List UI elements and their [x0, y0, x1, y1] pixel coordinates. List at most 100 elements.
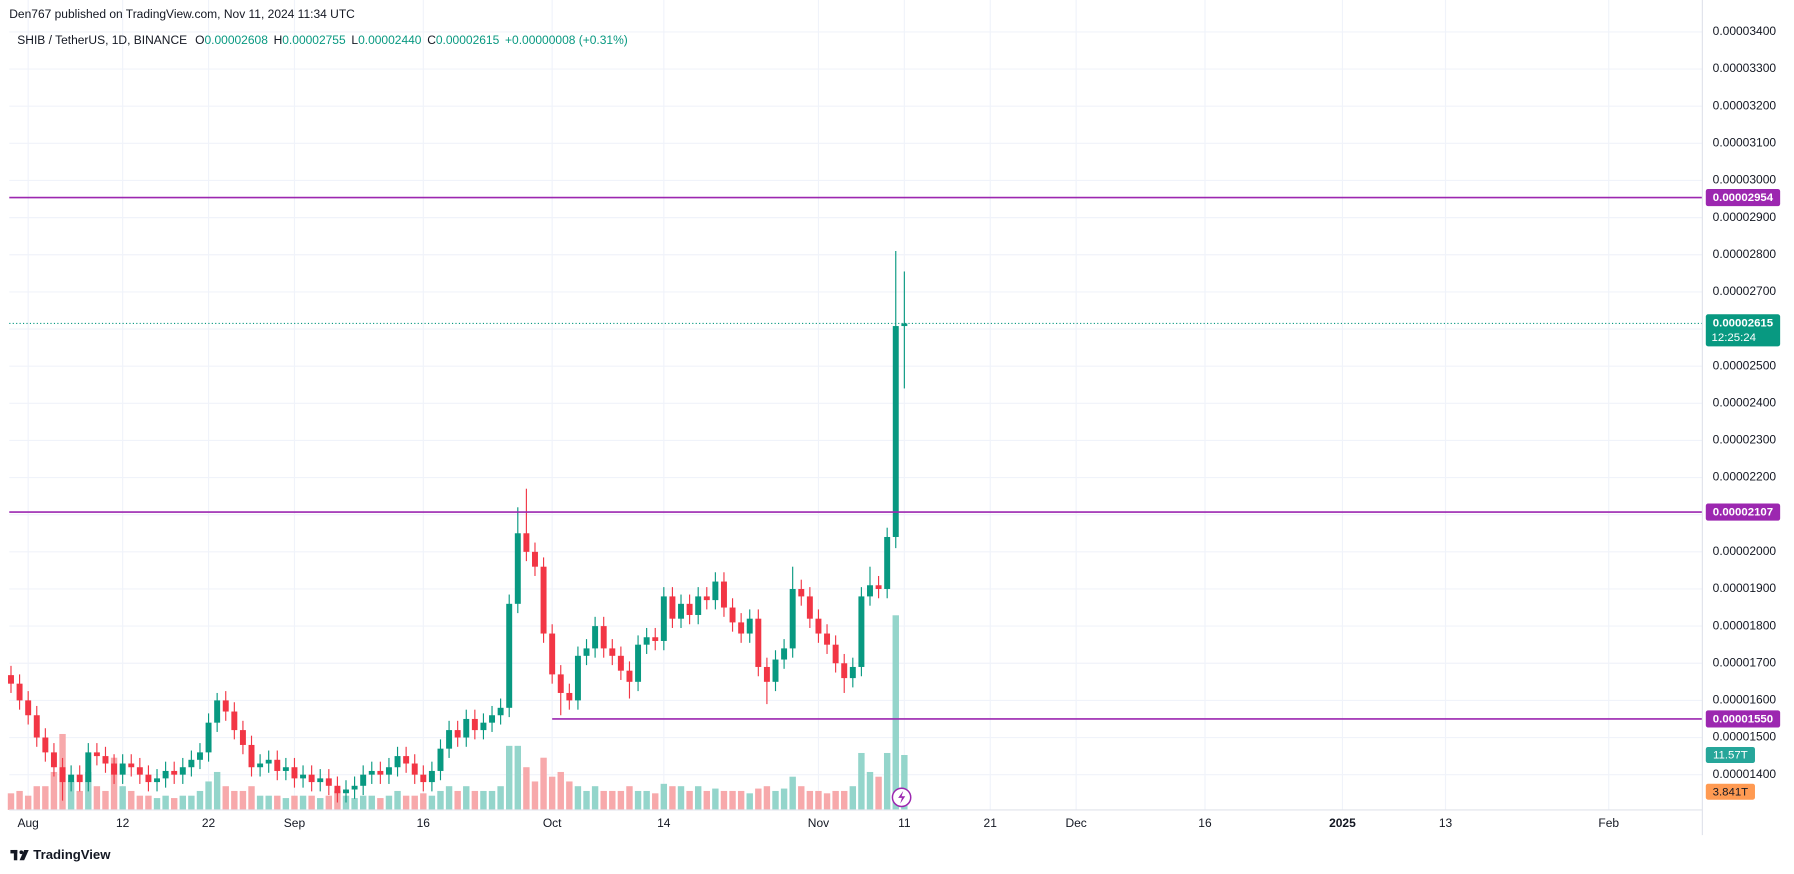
volume-label-box: [1705, 747, 1755, 764]
candle-body: [643, 637, 650, 645]
volume-bar: [506, 745, 513, 810]
candle-body: [16, 683, 23, 701]
candle-body: [111, 763, 118, 775]
legend-key: L: [351, 33, 358, 47]
candle-body: [385, 767, 392, 775]
volume-bar: [566, 781, 573, 810]
volume-bar: [213, 771, 221, 810]
volume-bar: [317, 798, 324, 810]
volume-bar: [119, 786, 126, 810]
volume-bar: [385, 795, 393, 810]
candle-body: [523, 533, 530, 552]
candle-body: [583, 648, 590, 656]
volume-bar: [145, 795, 152, 810]
volume-bar: [617, 790, 625, 810]
candle-body: [720, 581, 727, 608]
volume-bar: [677, 786, 685, 810]
candle-body: [214, 700, 221, 723]
candle-body: [901, 323, 908, 327]
candle-body: [317, 778, 324, 783]
x-tick-label: Oct: [543, 816, 562, 830]
candle-body: [76, 774, 83, 783]
candle-body: [566, 692, 573, 701]
volume-bar: [497, 786, 504, 810]
volume-bar: [780, 788, 788, 810]
x-tick-label: Sep: [284, 816, 306, 830]
candle-body: [686, 603, 693, 615]
candle-body: [678, 603, 684, 619]
volume-bar: [746, 793, 753, 810]
volume-bar: [239, 790, 247, 810]
candle-body: [368, 770, 375, 775]
candle-body: [626, 670, 633, 682]
legend-key: H: [274, 33, 283, 47]
x-tick-label: 12: [116, 816, 130, 830]
y-tick-label: 0.00001500: [1713, 730, 1777, 744]
x-tick-label: Aug: [17, 816, 38, 830]
y-tick-label: 0.00001600: [1713, 693, 1777, 707]
candle-body: [162, 770, 169, 779]
x-tick-label: Nov: [808, 816, 829, 830]
volume-bar: [720, 790, 728, 810]
volume-bar: [634, 790, 642, 810]
candle-body: [815, 618, 822, 634]
candle-body: [50, 752, 57, 768]
volume-bar: [76, 790, 83, 810]
x-tick-label: 21: [984, 816, 998, 830]
y-tick-label: 0.00002400: [1713, 395, 1777, 409]
volume-bar: [420, 793, 427, 810]
candle-body: [343, 789, 349, 794]
candle-body: [265, 759, 272, 764]
x-tick-label: Feb: [1598, 816, 1619, 830]
grid: [9, 0, 1703, 810]
candle-body: [532, 551, 538, 567]
candle-body: [592, 626, 599, 649]
volume-bar: [669, 786, 676, 810]
volume-bar: [179, 795, 186, 810]
volume-bar: [823, 793, 831, 810]
x-tick-label: 22: [202, 816, 216, 830]
volume-bar: [480, 790, 487, 810]
level-label-box: [1705, 188, 1781, 207]
volume-bar: [7, 793, 15, 810]
candle-body: [136, 767, 143, 775]
level-label-box: [1705, 503, 1781, 521]
publisher: Den767 published on TradingView.com, Nov…: [9, 7, 355, 21]
candle-body: [8, 675, 14, 684]
candle-body: [222, 700, 229, 712]
volume-bar: [763, 786, 771, 810]
candle-body: [248, 744, 255, 768]
volume-bar: [325, 795, 333, 810]
candle-body: [351, 785, 358, 790]
legend-symbol: SHIB / TetherUS, 1D, BINANCE: [17, 33, 187, 47]
candle-body: [205, 722, 212, 753]
level-label: 0.00002107: [1713, 507, 1773, 519]
candle-body: [154, 778, 160, 783]
last-price-label: 0.00002615: [1713, 317, 1774, 329]
volume-bar: [93, 786, 101, 810]
volume-bar: [892, 615, 899, 810]
volume-bar: [308, 795, 315, 810]
candle-body: [68, 774, 75, 783]
candle-body: [789, 588, 796, 649]
candle-body: [33, 715, 40, 738]
y-tick-label: 0.00001400: [1713, 767, 1777, 781]
candle-body: [25, 700, 32, 716]
candle-body: [231, 711, 238, 731]
y-tick-label: 0.00002000: [1713, 544, 1777, 558]
volume-bar: [342, 795, 350, 810]
candle-body: [489, 715, 496, 723]
y-tick-label: 0.00002500: [1713, 358, 1777, 372]
volume-bar: [24, 795, 32, 810]
candle-body: [437, 748, 444, 771]
candle-body: [463, 718, 470, 738]
volume-bar: [402, 795, 410, 810]
candle-body: [892, 326, 899, 537]
volume-bar: [841, 790, 848, 810]
volume-bar: [849, 786, 857, 810]
candle-body: [738, 622, 745, 634]
volume-bar: [883, 752, 891, 810]
candle-body: [540, 566, 547, 634]
volume-bar: [265, 795, 272, 810]
candle-body: [506, 603, 513, 708]
